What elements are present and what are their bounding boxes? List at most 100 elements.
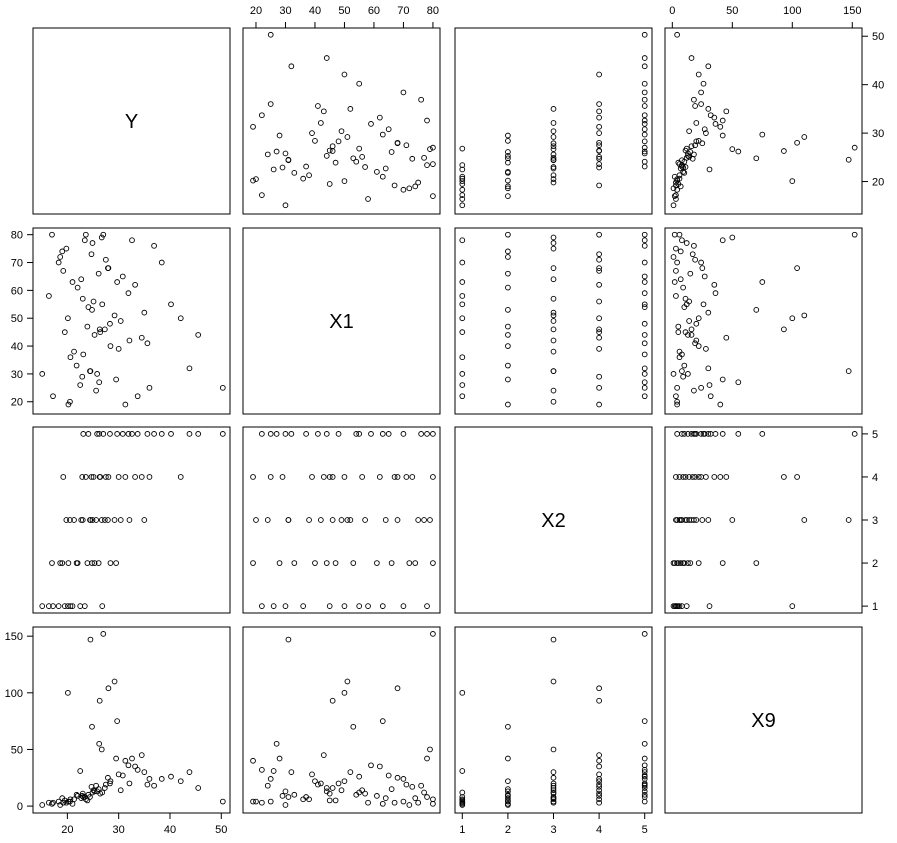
point (282, 788, 289, 795)
point (681, 304, 688, 310)
point (415, 799, 422, 806)
point (89, 307, 95, 313)
point (679, 351, 685, 358)
point (675, 323, 682, 330)
panel (454, 27, 653, 215)
point (368, 431, 374, 437)
point (85, 791, 92, 798)
point (677, 248, 684, 255)
point (705, 106, 712, 112)
point (93, 517, 99, 523)
point (705, 431, 712, 437)
y-tick-label: 1 (872, 601, 878, 613)
point (338, 517, 345, 523)
point (505, 138, 511, 144)
point (641, 365, 648, 372)
point (105, 774, 111, 781)
point (400, 431, 407, 437)
point (312, 560, 318, 566)
point (400, 89, 407, 96)
point (394, 517, 401, 523)
point (113, 560, 119, 566)
point (505, 786, 511, 792)
point (250, 474, 256, 480)
point (125, 431, 132, 437)
x-tick-label: 70 (397, 5, 409, 17)
point (276, 560, 283, 566)
point (596, 781, 602, 788)
point (505, 231, 511, 238)
point (707, 112, 714, 119)
point (550, 128, 557, 135)
point (406, 185, 413, 192)
point (326, 181, 333, 187)
point (641, 769, 648, 775)
point (403, 474, 410, 480)
point (673, 192, 679, 198)
point (39, 371, 46, 377)
point (430, 161, 436, 167)
point (459, 279, 466, 285)
panel (242, 227, 441, 415)
point (82, 231, 89, 238)
point (705, 365, 712, 372)
point (688, 332, 695, 338)
point (335, 780, 342, 787)
point (596, 139, 602, 146)
point (459, 689, 466, 696)
point (320, 474, 327, 480)
point (39, 802, 46, 808)
point (693, 138, 700, 145)
point (323, 431, 330, 437)
point (596, 763, 602, 770)
point (689, 474, 696, 480)
point (505, 185, 511, 192)
point (711, 474, 718, 480)
point (117, 787, 124, 794)
point (74, 560, 81, 566)
point (596, 265, 602, 271)
point (695, 343, 702, 349)
point (46, 799, 52, 806)
x-tick-label: 40 (164, 824, 176, 836)
point (459, 329, 466, 335)
point (119, 772, 126, 779)
point (88, 474, 95, 480)
point (132, 474, 138, 480)
point (706, 603, 713, 609)
point (219, 431, 226, 437)
point (550, 678, 557, 685)
point (61, 329, 68, 335)
point (706, 166, 713, 173)
x-tick-label: 3 (550, 824, 556, 836)
point (550, 295, 557, 302)
panel (664, 227, 863, 415)
point (267, 31, 274, 38)
point (89, 240, 96, 246)
point (689, 155, 696, 162)
point (264, 782, 271, 789)
diagonal-label: X2 (541, 510, 565, 532)
point (323, 153, 330, 159)
point (300, 603, 307, 609)
point (505, 401, 511, 408)
point (80, 431, 87, 437)
point (723, 334, 730, 341)
point (81, 603, 88, 609)
point (141, 517, 148, 523)
point (388, 149, 395, 155)
point (320, 752, 327, 758)
point (101, 517, 108, 523)
point (641, 791, 648, 798)
point (641, 762, 648, 769)
y-tick-label: 150 (5, 631, 23, 643)
point (409, 155, 416, 162)
point (505, 155, 511, 162)
x-tick-label: 80 (427, 5, 439, 17)
point (753, 155, 760, 162)
point (735, 148, 742, 155)
point (641, 259, 648, 266)
panel (32, 27, 231, 215)
point (374, 560, 380, 566)
point (459, 768, 466, 774)
